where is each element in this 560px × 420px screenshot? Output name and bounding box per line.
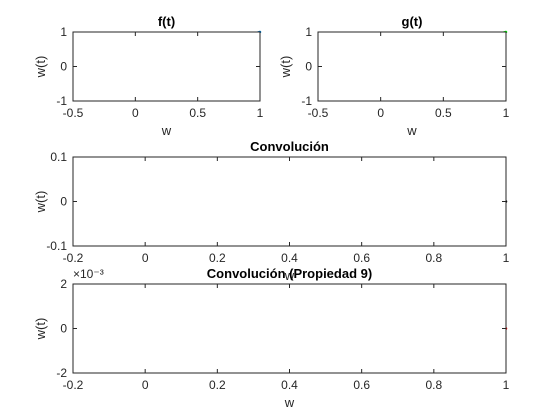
- x-tick-label: -0.2: [63, 378, 84, 392]
- y-tick-label: 0: [60, 195, 67, 209]
- x-tick-label: 0.6: [353, 378, 370, 392]
- y-exponent-label: ×10⁻³: [73, 267, 104, 281]
- axes-box: [73, 284, 506, 373]
- y-tick-label: 0: [60, 322, 67, 336]
- subplot-4: -0.2 0 0.2 0.4 0.6 0.8 1 -2 0 2 Convolución (Propi…: [33, 266, 510, 410]
- plot-title: g(t): [402, 14, 423, 29]
- plot-title: Convolución: [250, 139, 329, 154]
- x-tick-label: 0.4: [281, 251, 298, 265]
- x-tick-label: 0.2: [209, 251, 226, 265]
- y-tick-label: 1: [305, 25, 312, 39]
- plot-title: f(t): [158, 14, 175, 29]
- x-tick-label: 0.4: [281, 378, 298, 392]
- x-tick-label: 0.6: [353, 251, 370, 265]
- x-tick-label: -0.5: [63, 106, 84, 120]
- y-tick-label: -1: [56, 94, 67, 108]
- x-tick-label: 0.8: [425, 378, 442, 392]
- y-tick-label: -0.1: [46, 239, 67, 253]
- x-axis-label: w: [161, 123, 172, 138]
- y-tick-label: -1: [301, 94, 312, 108]
- x-tick-label: 0: [142, 378, 149, 392]
- x-tick-label: -0.2: [63, 251, 84, 265]
- x-tick-label: -0.5: [308, 106, 329, 120]
- x-axis-label: w: [284, 395, 295, 410]
- subplot-1: -0.5 0 0.5 1 -1 0 1 f(t) w w(t): [33, 14, 264, 138]
- subplot-3: -0.2 0 0.2 0.4 0.6 0.8 1-0.100.1Convoluciónww(…: [33, 139, 510, 283]
- axes-box: [73, 157, 506, 246]
- y-tick-label: 0: [60, 60, 67, 74]
- axes-box: [318, 32, 506, 101]
- x-tick-label: 1: [503, 251, 510, 265]
- x-tick-label: 0: [377, 106, 384, 120]
- x-tick-label: 0: [142, 251, 149, 265]
- x-tick-label: 0.2: [209, 378, 226, 392]
- y-tick-label: 2: [60, 277, 67, 291]
- x-axis-label: w: [406, 123, 417, 138]
- y-tick-label: 0.1: [50, 150, 67, 164]
- subplot-2: -0.5 0 0.5 1 -1 0 1 g(t) w w(t): [278, 14, 510, 138]
- x-tick-label: 0.5: [189, 106, 206, 120]
- x-tick-label: 0.8: [425, 251, 442, 265]
- y-tick-label: 1: [60, 25, 67, 39]
- x-tick-label: 1: [503, 378, 510, 392]
- y-axis-label: w(t): [33, 318, 48, 341]
- y-tick-label: -2: [56, 366, 67, 380]
- y-tick-label: 0: [305, 60, 312, 74]
- x-tick-label: 1: [503, 106, 510, 120]
- x-tick-label: 0.5: [435, 106, 452, 120]
- x-tick-label: 1: [257, 106, 264, 120]
- axes-box: [73, 32, 260, 101]
- y-axis-label: w(t): [278, 56, 293, 79]
- plot-title: Convolución (Propiedad 9): [207, 266, 372, 281]
- x-tick-label: 0: [132, 106, 139, 120]
- y-axis-label: w(t): [33, 191, 48, 214]
- y-axis-label: w(t): [33, 56, 48, 79]
